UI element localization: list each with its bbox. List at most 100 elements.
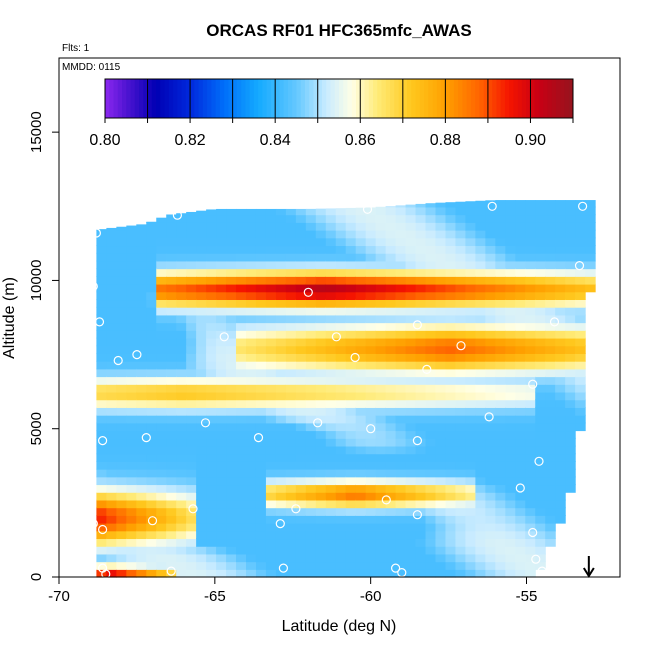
heatmap-cell: [385, 507, 397, 516]
heatmap-cell: [495, 437, 506, 447]
heatmap-cell: [375, 376, 387, 385]
heatmap-cell: [435, 376, 447, 385]
heatmap-cell: [136, 507, 147, 516]
heatmap-cell: [295, 437, 307, 447]
heatmap-cell: [435, 322, 447, 331]
heatmap-cell: [535, 499, 546, 509]
heatmap-cell: [216, 268, 227, 277]
heatmap-cell: [475, 414, 486, 424]
heatmap-cell: [415, 530, 427, 540]
heatmap-cell: [365, 407, 377, 416]
colorbar-segment: [483, 79, 489, 118]
heatmap-cell: [246, 461, 257, 470]
heatmap-cell: [345, 252, 357, 262]
heatmap-cell: [325, 353, 337, 362]
heatmap-cell: [126, 476, 137, 486]
heatmap-cell: [295, 399, 307, 408]
heatmap-cell: [425, 353, 437, 362]
heatmap-cell: [455, 201, 467, 208]
heatmap-cell: [206, 484, 217, 493]
heatmap-cell: [415, 268, 427, 277]
heatmap-cell: [236, 275, 247, 285]
heatmap-cell: [315, 314, 327, 324]
heatmap-cell: [345, 207, 357, 216]
heatmap-cell: [495, 314, 506, 324]
heatmap-cell: [136, 275, 147, 285]
heatmap-cell: [146, 306, 157, 316]
heatmap-cell: [465, 561, 476, 570]
colorbar-segment: [236, 79, 242, 118]
heatmap-cell: [126, 422, 137, 432]
heatmap-cell: [196, 545, 207, 555]
colorbar-tick-label: 0.88: [430, 132, 461, 149]
heatmap-cell: [495, 214, 506, 223]
heatmap-cell: [126, 445, 137, 455]
heatmap-cell: [555, 283, 566, 293]
heatmap-cell: [156, 561, 167, 570]
heatmap-cell: [275, 208, 287, 216]
heatmap-cell: [156, 414, 167, 424]
heatmap-cell: [395, 399, 407, 408]
heatmap-cell: [126, 383, 137, 393]
heatmap-cell: [186, 430, 197, 439]
heatmap-cell: [575, 399, 586, 408]
heatmap-cell: [555, 229, 566, 239]
heatmap-cell: [465, 322, 476, 331]
heatmap-cell: [226, 430, 237, 439]
heatmap-cell: [246, 237, 257, 247]
heatmap-cell: [315, 306, 327, 316]
heatmap-cell: [325, 499, 337, 509]
colorbar-segment: [321, 79, 327, 118]
heatmap-cell: [236, 306, 247, 316]
heatmap-cell: [545, 437, 556, 447]
heatmap-cell: [535, 283, 546, 293]
heatmap-cell: [445, 568, 457, 578]
heatmap-cell: [435, 222, 447, 231]
colorbar-segment: [198, 79, 204, 118]
heatmap-cell: [295, 214, 307, 223]
heatmap-cell: [495, 275, 506, 285]
heatmap-cell: [196, 329, 207, 339]
heatmap-cell: [505, 245, 516, 254]
heatmap-cell: [405, 245, 417, 254]
heatmap-cell: [226, 507, 237, 516]
heatmap-cell: [525, 414, 536, 424]
colorbar-segment: [462, 79, 468, 118]
heatmap-cell: [116, 437, 127, 447]
heatmap-cell: [156, 306, 167, 316]
heatmap-cell: [465, 422, 476, 432]
heatmap-cell: [176, 530, 187, 540]
heatmap-cell: [535, 468, 546, 478]
heatmap-cell: [265, 499, 277, 509]
heatmap-cell: [435, 206, 447, 216]
heatmap-cell: [355, 522, 367, 532]
heatmap-cell: [285, 337, 297, 347]
heatmap-cell: [166, 229, 177, 239]
heatmap-cell: [315, 237, 327, 247]
heatmap-cell: [375, 291, 387, 301]
heatmap-cell: [246, 260, 257, 270]
sample-point: [331, 332, 341, 342]
heatmap-cell: [515, 507, 526, 516]
heatmap-cell: [475, 507, 486, 516]
heatmap-cell: [236, 422, 247, 432]
heatmap-cell: [545, 252, 556, 262]
heatmap-cell: [196, 445, 207, 455]
heatmap-cell: [146, 291, 157, 301]
heatmap-cell: [285, 314, 297, 324]
colorbar-segment: [156, 79, 161, 118]
heatmap-cell: [116, 237, 127, 247]
heatmap-cell: [236, 222, 247, 231]
heatmap-cell: [285, 476, 297, 486]
heatmap-cell: [365, 422, 377, 432]
heatmap-cell: [196, 553, 207, 563]
heatmap-cell: [295, 329, 307, 339]
heatmap-cell: [156, 245, 167, 254]
heatmap-cell: [505, 468, 516, 478]
heatmap-cell: [305, 360, 317, 370]
heatmap-cell: [415, 260, 427, 270]
heatmap-cell: [495, 299, 506, 308]
heatmap-cell: [246, 245, 257, 254]
heatmap-cell: [355, 237, 367, 247]
